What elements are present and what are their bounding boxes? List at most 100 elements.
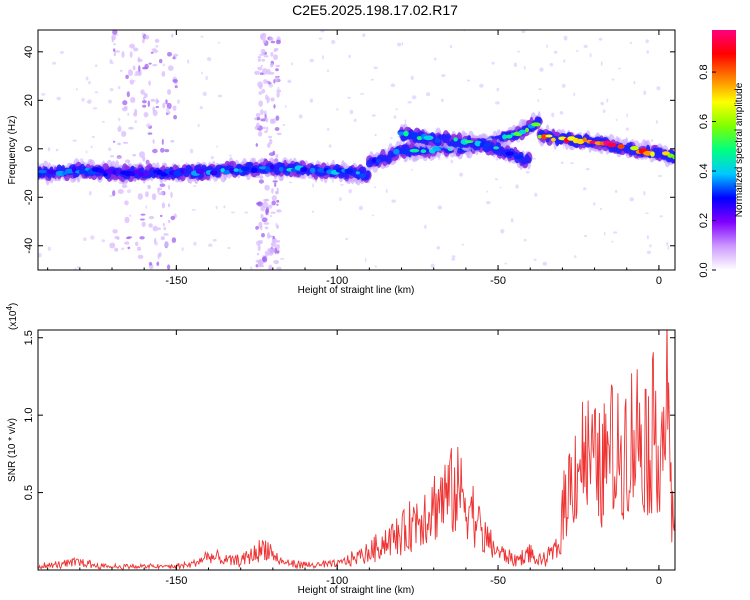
noise-speck (260, 118, 267, 122)
noise-speck (130, 97, 136, 103)
noise-speck (347, 96, 351, 99)
noise-speck (276, 250, 280, 254)
noise-speck (309, 58, 314, 63)
noise-speck (275, 39, 281, 45)
noise-speck (56, 96, 61, 101)
ridge-core (518, 129, 527, 135)
x-tick-label: -50 (490, 575, 506, 587)
spectrogram-y-axis-label: Frequency (Hz) (7, 116, 18, 185)
noise-speck (170, 215, 176, 221)
noise-speck (667, 245, 670, 250)
noise-speck (262, 126, 267, 130)
noise-speck (257, 56, 262, 59)
noise-speck (348, 189, 352, 194)
noise-speck (175, 54, 177, 59)
noise-speck (276, 209, 282, 213)
noise-speck (271, 195, 277, 201)
noise-speck (371, 214, 375, 217)
noise-speck (645, 212, 649, 214)
ridge-core (195, 168, 205, 174)
ridge-core (630, 146, 639, 151)
noise-speck (208, 243, 213, 247)
noise-speck (170, 191, 173, 198)
noise-speck (193, 241, 197, 246)
noise-speck (284, 104, 287, 108)
noise-speck (167, 219, 171, 224)
noise-speck (129, 51, 133, 58)
noise-speck (288, 181, 293, 184)
ridge-core (78, 169, 88, 174)
noise-speck (655, 120, 658, 124)
noise-speck (275, 68, 279, 72)
noise-speck (523, 238, 527, 242)
noise-speck (212, 238, 217, 242)
noise-speck (573, 92, 576, 96)
noise-speck (147, 100, 150, 107)
noise-speck (332, 178, 334, 183)
noise-speck (257, 259, 263, 266)
noise-speck (115, 50, 120, 53)
noise-speck (515, 184, 519, 189)
ridge-core (38, 169, 47, 174)
noise-speck (167, 52, 172, 57)
noise-speck (109, 61, 114, 65)
noise-speck (75, 88, 78, 91)
noise-speck (599, 207, 603, 211)
noise-speck (270, 97, 275, 102)
noise-speck (159, 214, 163, 218)
noise-speck (459, 172, 464, 177)
noise-speck (666, 241, 669, 246)
noise-speck (258, 221, 263, 229)
ridge-core (537, 134, 543, 139)
noise-speck (274, 47, 279, 51)
noise-speck (264, 226, 269, 230)
noise-speck (121, 184, 128, 189)
noise-speck (266, 100, 269, 104)
noise-speck (331, 39, 336, 45)
noise-speck (109, 88, 114, 92)
noise-speck (257, 131, 263, 137)
ridge-core (358, 173, 366, 178)
noise-speck (539, 67, 544, 72)
noise-speck (255, 264, 259, 268)
noise-speck (270, 40, 276, 44)
noise-speck (451, 257, 456, 261)
noise-speck (270, 211, 276, 214)
ridge-core (209, 170, 218, 176)
ridge-core (278, 167, 284, 172)
noise-speck (137, 246, 142, 251)
noise-speck (135, 241, 139, 246)
snr-y-ticks: 0.5 1.0 1.5 (23, 330, 675, 500)
noise-speck (629, 41, 632, 45)
noise-speck (466, 79, 471, 82)
noise-speck (90, 235, 95, 240)
noise-speck (646, 250, 652, 254)
noise-speck (553, 50, 558, 54)
ridge-core (545, 134, 553, 138)
noise-speck (275, 115, 280, 121)
noise-speck (574, 255, 577, 258)
noise-speck (546, 44, 548, 49)
noise-speck (110, 155, 115, 158)
noise-speck (139, 153, 144, 157)
noise-speck (117, 86, 121, 90)
noise-speck (513, 62, 518, 68)
noise-speck (163, 233, 169, 236)
noise-speck (276, 91, 280, 98)
noise-speck (133, 47, 139, 52)
noise-speck (441, 74, 446, 78)
noise-speck (114, 235, 120, 240)
noise-speck (410, 75, 414, 81)
noise-speck (282, 124, 286, 126)
ridge-core (513, 155, 524, 160)
noise-speck (145, 205, 148, 209)
ridge-core (180, 169, 185, 174)
noise-speck (440, 98, 444, 102)
noise-speck (263, 222, 270, 225)
noise-speck (170, 140, 175, 143)
noise-speck (269, 63, 274, 68)
noise-speck (273, 259, 280, 265)
noise-speck (407, 101, 412, 104)
noise-speck (255, 112, 261, 118)
noise-speck (564, 38, 567, 41)
